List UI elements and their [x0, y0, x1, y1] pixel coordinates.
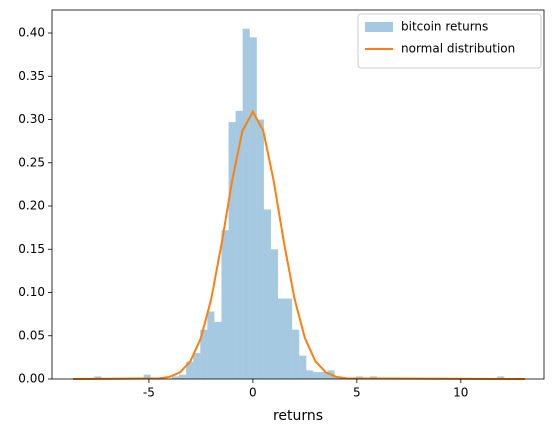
x-tick-label: 0: [249, 386, 257, 400]
legend-label: normal distribution: [401, 42, 515, 56]
y-tick-label: 0.30: [18, 112, 45, 126]
x-tick-label: -5: [143, 386, 155, 400]
histogram-bar: [179, 374, 187, 379]
y-tick-label: 0.20: [18, 199, 45, 213]
histogram-bar: [249, 37, 257, 379]
legend-swatch: [365, 22, 393, 32]
y-tick-label: 0.15: [18, 242, 45, 256]
histogram-bar: [171, 376, 180, 379]
histogram-bar: [497, 376, 505, 379]
histogram-bar: [207, 311, 215, 379]
histogram-bar: [256, 119, 264, 379]
line: [72, 109, 526, 380]
histogram-bar: [263, 209, 271, 379]
y-tick-label: 0.25: [18, 155, 45, 169]
histogram-bar: [200, 329, 208, 379]
histogram-bar: [306, 370, 314, 379]
histogram-bar: [186, 361, 194, 379]
y-tick-label: 0.00: [18, 372, 45, 386]
histogram-bar: [320, 372, 328, 379]
x-tick-label: 10: [453, 386, 468, 400]
plot-frame: [51, 9, 545, 380]
histogram-bar: [221, 230, 229, 379]
legend-box: [357, 13, 542, 69]
histogram-bar: [292, 329, 300, 379]
y-tick-label: 0.05: [18, 328, 45, 342]
histogram-bar: [285, 298, 293, 379]
histogram-bar: [143, 374, 151, 379]
histogram-bar: [214, 321, 222, 379]
histogram-bar: [228, 122, 236, 380]
histogram-bar: [193, 353, 201, 379]
y-tick-label: 0.10: [18, 285, 45, 299]
legend-label: bitcoin returns: [401, 20, 488, 34]
y-tick-label: 0.40: [18, 26, 45, 40]
x-tick-label: 5: [353, 386, 361, 400]
histogram-bar: [278, 298, 286, 379]
histogram-bar: [270, 249, 279, 379]
histogram-bar: [242, 28, 250, 380]
histogram-bar: [235, 110, 243, 379]
histogram-bar: [299, 355, 307, 379]
y-tick-label: 0.35: [18, 69, 45, 83]
x-axis-label: returns: [273, 408, 323, 424]
histogram-bar: [313, 372, 321, 379]
histogram-bar: [94, 376, 102, 379]
